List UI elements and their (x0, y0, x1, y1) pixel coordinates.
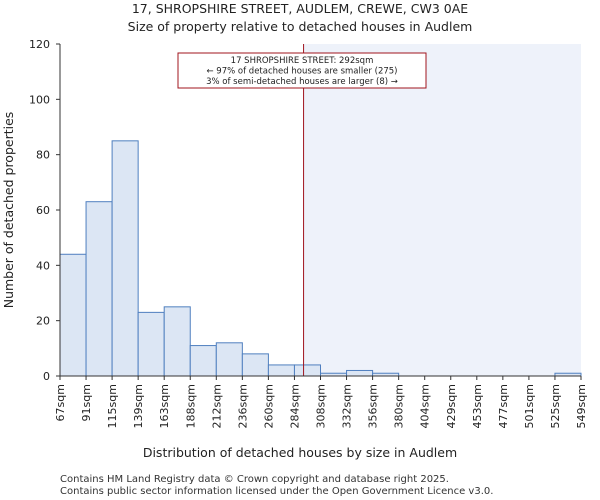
x-tick-label: 67sqm (54, 384, 67, 421)
x-tick-label: 260sqm (262, 384, 275, 428)
y-ticks: 0 20 40 60 80 100 120 (29, 38, 60, 383)
bar-260sqm (267, 364, 295, 377)
x-tick-label: 115sqm (106, 384, 119, 428)
bar-236sqm (241, 353, 269, 377)
footer-line-2: Contains public sector information licen… (60, 486, 493, 497)
bar-188sqm (189, 345, 217, 377)
bars-group (59, 140, 582, 377)
larger-region-shade (303, 44, 581, 376)
x-ticks: 67sqm 91sqm 115sqm 139sqm 163sqm 188sqm 212sqm… (54, 376, 588, 428)
x-axis-label: Distribution of detached houses by size … (143, 445, 457, 460)
y-tick-label: 20 (36, 315, 50, 328)
footer-line-1: Contains HM Land Registry data © Crown c… (60, 474, 449, 485)
annotation-line-1: 17 SHROPSHIRE STREET: 292sqm (231, 56, 374, 66)
bar-67sqm (59, 253, 87, 377)
x-tick-label: 212sqm (210, 384, 223, 428)
x-tick-label: 236sqm (236, 384, 249, 428)
x-tick-label: 501sqm (523, 384, 536, 428)
y-tick-label: 120 (29, 38, 50, 51)
x-tick-label: 380sqm (393, 384, 406, 428)
y-tick-label: 80 (36, 149, 50, 162)
x-tick-label: 429sqm (445, 384, 458, 428)
x-tick-label: 139sqm (132, 384, 145, 428)
x-tick-label: 453sqm (471, 384, 484, 428)
bar-163sqm (163, 306, 191, 377)
bar-284sqm (293, 364, 322, 377)
x-tick-label: 188sqm (184, 384, 197, 428)
x-tick-label: 477sqm (497, 384, 510, 428)
y-tick-label: 100 (29, 93, 50, 106)
marker-annotation: 17 SHROPSHIRE STREET: 292sqm ← 97% of de… (177, 52, 427, 89)
y-tick-label: 60 (36, 204, 50, 217)
bar-91sqm (85, 201, 113, 377)
annotation-line-3: 3% of semi-detached houses are larger (8… (206, 77, 398, 87)
annotation-box (177, 52, 427, 89)
x-tick-label: 404sqm (419, 384, 432, 428)
x-tick-label: 332sqm (341, 384, 354, 428)
x-tick-label: 356sqm (367, 384, 380, 428)
bar-332sqm (346, 369, 374, 377)
bar-139sqm (137, 311, 165, 377)
x-tick-label: 284sqm (288, 384, 301, 428)
x-tick-label: 91sqm (80, 384, 93, 421)
chart-subtitle: Size of property relative to detached ho… (128, 19, 473, 34)
chart-title: 17, SHROPSHIRE STREET, AUDLEM, CREWE, CW… (132, 1, 468, 16)
y-tick-label: 0 (43, 370, 50, 383)
x-tick-label: 163sqm (158, 384, 171, 428)
x-tick-label: 308sqm (315, 384, 328, 428)
bar-212sqm (215, 342, 243, 377)
x-tick-label: 549sqm (575, 384, 588, 428)
bar-115sqm (111, 140, 139, 377)
y-tick-label: 40 (36, 259, 50, 272)
x-tick-label: 525sqm (549, 384, 562, 428)
y-axis-label: Number of detached properties (1, 112, 16, 309)
annotation-line-2: ← 97% of detached houses are smaller (27… (206, 67, 397, 77)
